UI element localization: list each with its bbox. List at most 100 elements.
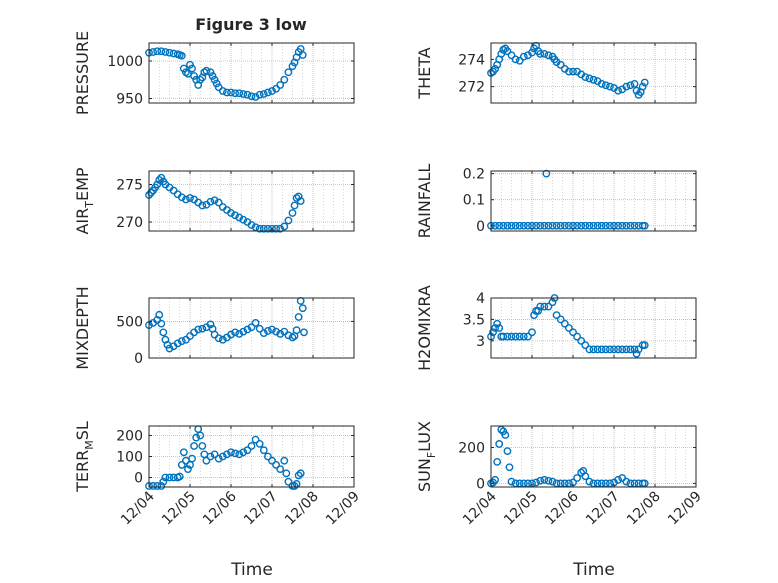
data-point (569, 67, 577, 76)
y-tick-label: 275 (116, 178, 143, 194)
data-point (259, 224, 268, 233)
data-point (153, 47, 162, 56)
y-axis-label: RAINFALL (415, 164, 434, 239)
data-point (296, 197, 305, 205)
subplot-sun_flux: 12/04 12/05 12/06 12/07 12/08 12/09 0 200 SUNFLU… (415, 421, 705, 528)
data-point (530, 311, 538, 320)
y-axis-label-tail: LUX (415, 421, 434, 452)
data-point (507, 221, 516, 230)
data-point (493, 457, 502, 466)
data-point (214, 334, 223, 343)
data-point (198, 201, 207, 210)
y-axis-label-subscript: T (83, 201, 96, 209)
data-point (515, 56, 524, 65)
data-point (196, 431, 205, 440)
data-point (255, 324, 264, 333)
data-point (231, 211, 240, 220)
y-axis-label-main: MIXDEPTH (73, 286, 92, 369)
data-point (560, 221, 569, 230)
subplot-h2omixra: 3 3.5 4 H2OMIXRA (415, 285, 697, 371)
data-point (296, 297, 305, 305)
x-tick-label: 12/09 (665, 489, 705, 529)
y-tick-label: 100 (116, 450, 143, 466)
y-tick-label: 0 (134, 351, 143, 367)
data-point (593, 221, 602, 230)
data-point (179, 448, 188, 457)
data-point (210, 450, 219, 459)
data-point (565, 221, 573, 230)
data-point (290, 201, 299, 210)
y-axis-label-main: PRESSURE (73, 31, 92, 115)
data-point (622, 82, 631, 91)
axes-box (490, 42, 697, 104)
data-point (227, 330, 235, 339)
data-point (259, 90, 268, 98)
data-point (165, 48, 174, 57)
data-point (528, 328, 536, 337)
data-point (495, 440, 504, 448)
data-point (573, 474, 581, 482)
data-point (515, 332, 524, 341)
x-tick-label: 12/09 (323, 489, 363, 529)
data-point (175, 472, 184, 481)
data-point (626, 81, 635, 90)
axes-box (490, 425, 697, 488)
y-tick-label: 4 (476, 291, 485, 307)
data-point (280, 222, 289, 231)
data-point (284, 477, 293, 486)
x-tick-label: 12/07 (241, 489, 281, 529)
x-tick-label: 12/04 (460, 488, 500, 528)
data-point (165, 344, 174, 353)
data-point (540, 302, 549, 311)
data-point (536, 302, 545, 311)
data-point (632, 349, 641, 358)
data-point (499, 332, 508, 341)
subplot-theta: 272 274 THETA (415, 41, 697, 104)
data-point (218, 452, 227, 461)
data-point (556, 60, 565, 69)
data-point (222, 450, 231, 459)
data-point (534, 306, 543, 315)
data-point (618, 221, 627, 230)
data-point (503, 47, 512, 56)
data-point (268, 456, 276, 465)
data-point (235, 213, 244, 222)
data-point (614, 86, 622, 95)
axes-box (148, 297, 355, 359)
x-tick-label: 12/08 (282, 489, 322, 529)
data-point (581, 472, 590, 481)
data-point (276, 81, 285, 89)
data-point (290, 482, 299, 490)
subplot-air_temp: 270 275 AIRTEMP (73, 167, 355, 235)
data-point (227, 209, 235, 217)
subplot-mixdepth: 0 500 MIXDEPTH (73, 286, 355, 370)
data-point (255, 224, 264, 233)
data-point (296, 469, 305, 478)
data-point (272, 224, 280, 233)
data-point (581, 73, 590, 81)
axes-box (490, 297, 697, 359)
y-axis-label: AIRTEMP (73, 167, 96, 234)
data-point (298, 304, 307, 313)
y-tick-label: 272 (458, 80, 485, 96)
data-point (503, 332, 512, 341)
data-point (243, 325, 252, 334)
y-axis-label-main: H2OMIXRA (415, 285, 434, 371)
data-point (231, 328, 240, 337)
y-tick-label: 3.5 (463, 312, 485, 328)
y-tick-label: 3 (476, 334, 485, 350)
data-point (622, 221, 631, 230)
data-point (268, 224, 276, 233)
data-point (540, 221, 549, 230)
data-point (188, 64, 196, 73)
y-axis-label-main: SUN (415, 458, 434, 492)
data-point (288, 209, 297, 217)
data-point (511, 55, 520, 64)
data-point (542, 169, 551, 178)
y-axis-label: PRESSURE (73, 31, 92, 115)
data-point (577, 221, 586, 230)
x-axis-label-right: Time (572, 560, 615, 580)
y-axis-label-subscript: M (83, 440, 96, 450)
subplot-pressure: 950 1000 PRESSURE (73, 31, 355, 115)
data-point (614, 221, 622, 230)
